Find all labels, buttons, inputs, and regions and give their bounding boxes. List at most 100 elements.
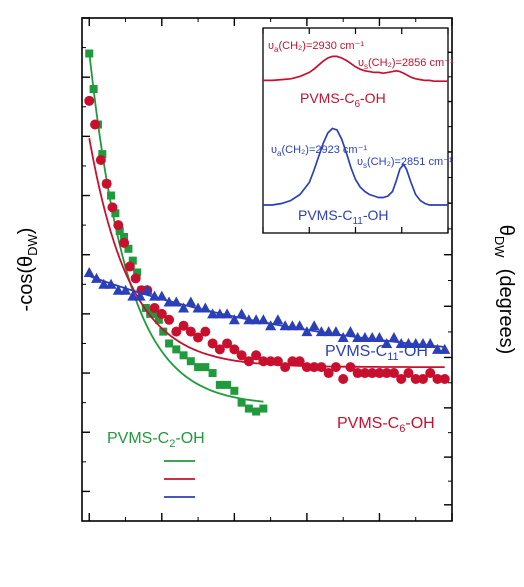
data-point [159, 327, 168, 336]
data-point [178, 320, 189, 331]
data-point [164, 314, 175, 325]
data-point [91, 272, 103, 283]
data-point [130, 273, 141, 284]
spectrum-line-0 [263, 55, 448, 83]
data-point [199, 302, 211, 313]
fit-legend [164, 460, 195, 498]
data-point [265, 356, 276, 367]
series-label: PVMS-C6-OH [337, 415, 435, 435]
data-point [154, 315, 163, 324]
data-point [141, 284, 153, 295]
text-span: a [274, 45, 279, 54]
data-point [178, 302, 190, 313]
fit-curve-0 [88, 52, 264, 403]
data-point [424, 337, 436, 348]
data-point [98, 150, 107, 159]
text-span: -OH [363, 207, 389, 223]
text-span: υ [357, 156, 363, 168]
data-point [230, 386, 239, 395]
data-point [359, 368, 370, 379]
data-point [134, 290, 146, 301]
data-point [98, 278, 110, 289]
text-span: (CH₂)=2856 cm⁻¹ [368, 57, 454, 69]
data-point [236, 308, 248, 319]
data-point [373, 332, 385, 343]
data-point [172, 345, 181, 354]
text-span: -OH [399, 343, 428, 360]
data-point [193, 332, 204, 343]
data-point [323, 326, 335, 337]
data-point [337, 332, 349, 343]
data-point [257, 314, 269, 325]
text-span: 11 [352, 216, 363, 227]
peak-annotation: υa(CH₂)=2930 cm⁻¹ [268, 40, 364, 54]
data-point [381, 368, 392, 379]
text-span: 6 [354, 99, 360, 110]
data-point [124, 261, 135, 272]
data-point [243, 356, 254, 367]
data-point [316, 362, 327, 373]
data-point [294, 356, 305, 367]
data-point [133, 268, 142, 277]
text-span: -OH [405, 415, 434, 432]
data-point [259, 404, 268, 413]
data-point [228, 314, 240, 325]
data-point [388, 368, 399, 379]
data-point [439, 343, 451, 354]
data-point [272, 314, 284, 325]
data-point [410, 373, 421, 384]
text-span: θ [495, 225, 517, 236]
peak-annotation: υs(CH₂)=2856 cm⁻¹ [358, 57, 454, 71]
data-point [105, 278, 117, 289]
text-span: PVMS-C [337, 415, 399, 432]
data-point [119, 237, 130, 248]
data-point [301, 326, 313, 337]
data-point [84, 95, 95, 106]
data-point [156, 308, 167, 319]
data-point [101, 178, 112, 189]
data-point [120, 232, 129, 241]
data-point [201, 363, 210, 372]
data-point [432, 373, 443, 384]
spectrum-line-1 [263, 127, 448, 206]
data-point [214, 344, 225, 355]
data-point [301, 362, 312, 373]
data-point [112, 284, 124, 295]
data-point [113, 220, 124, 231]
text-span: -OH [175, 430, 204, 447]
data-point [107, 202, 118, 213]
data-point [208, 369, 217, 378]
data-point [244, 404, 253, 413]
data-point [309, 362, 320, 373]
text-span: 2 [169, 438, 175, 450]
data-point [171, 326, 182, 337]
data-point [287, 356, 298, 367]
data-point [223, 380, 232, 389]
data-point [207, 308, 219, 319]
text-span: ) [15, 228, 37, 235]
text-span: PVMS-C [107, 430, 169, 447]
data-point [252, 407, 261, 416]
data-point [237, 398, 246, 407]
data-point [344, 326, 356, 337]
data-point [85, 49, 94, 58]
peak-annotation: υs(CH₂)=2851 cm⁻¹ [357, 156, 453, 170]
text-span: s [363, 161, 367, 170]
data-point [236, 350, 247, 361]
data-point [149, 302, 160, 313]
data-point [127, 290, 139, 301]
data-point [128, 256, 137, 265]
data-point [221, 308, 233, 319]
plot-frame [81, 17, 453, 522]
inset-plot: υa(CH₂)=2930 cm⁻¹υs(CH₂)=2856 cm⁻¹PVMS-C… [262, 27, 454, 234]
data-point [366, 332, 378, 343]
series-label: PVMS-C11-OH [325, 343, 428, 363]
data-point [146, 309, 155, 318]
text-span: υ [271, 144, 277, 156]
text-span: υ [358, 57, 364, 69]
text-span: -cos(θ [15, 256, 37, 312]
data-point [149, 290, 161, 301]
data-point [352, 332, 364, 343]
data-point [315, 326, 327, 337]
data-point [207, 338, 218, 349]
